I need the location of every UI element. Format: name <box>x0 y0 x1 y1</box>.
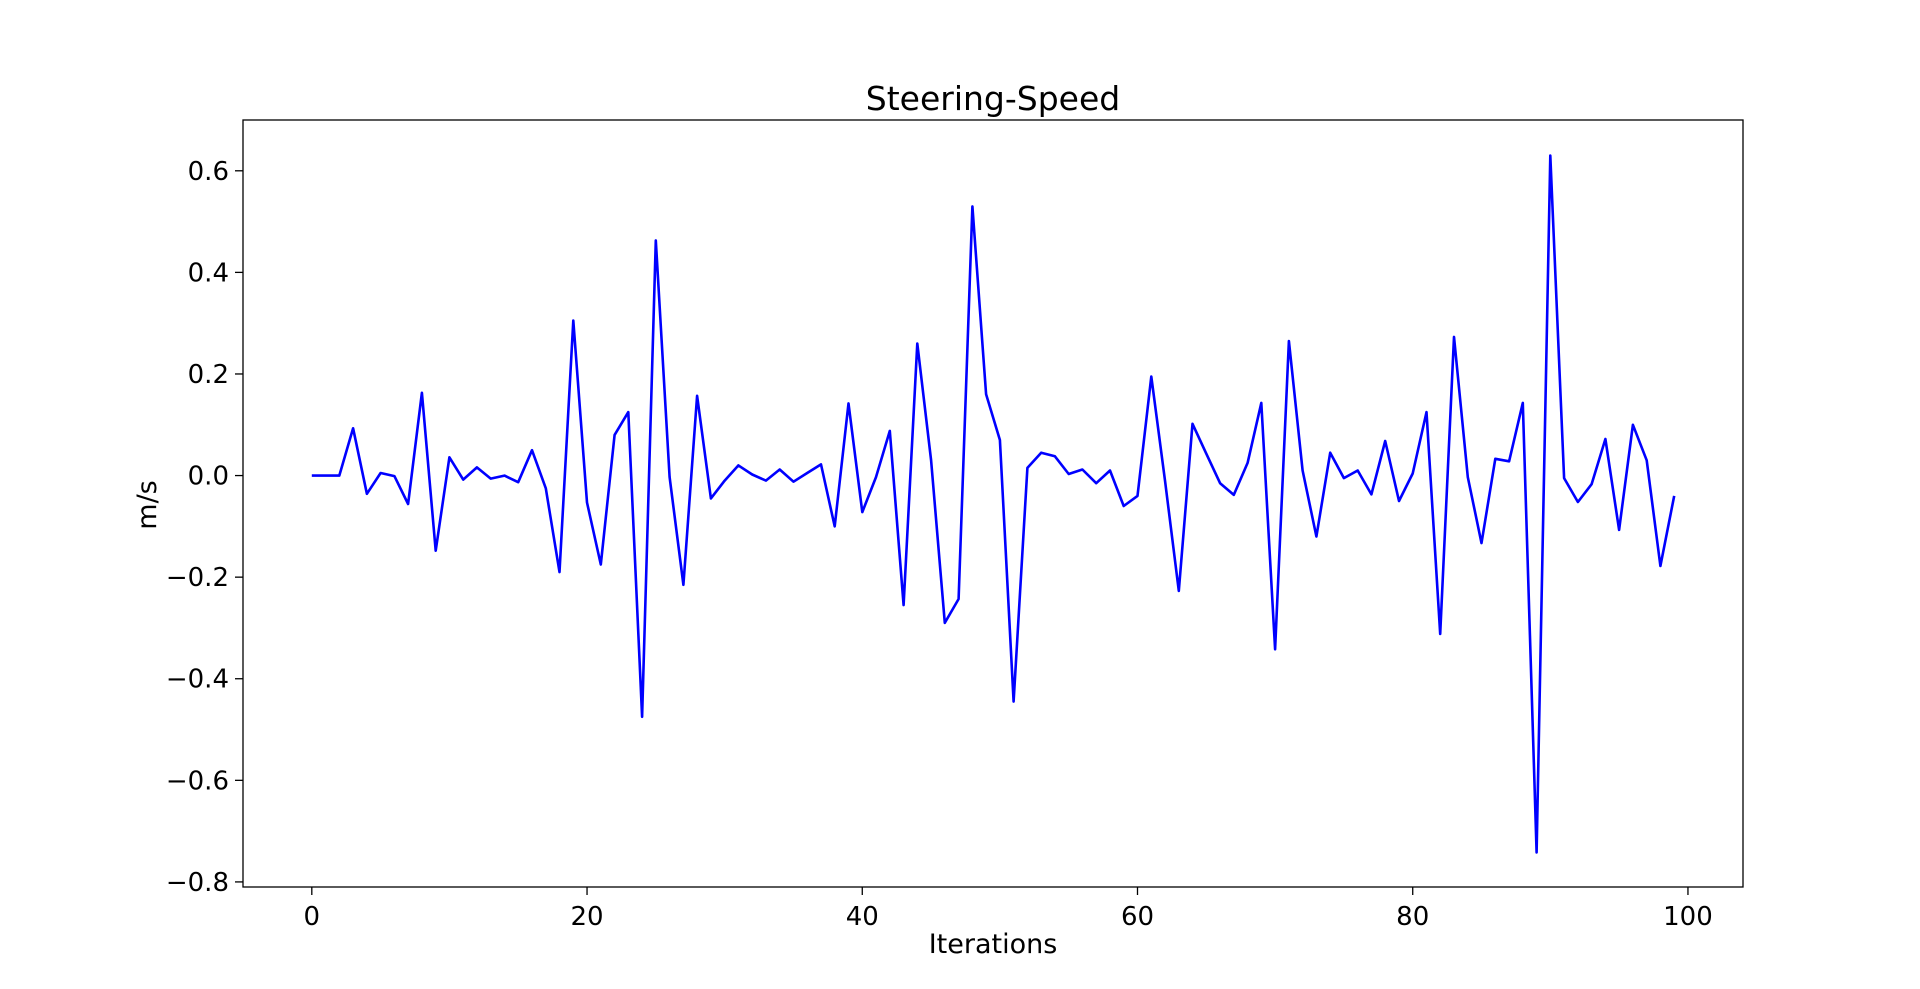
x-axis-label: Iterations <box>929 929 1058 960</box>
chart-title: Steering-Speed <box>866 79 1120 118</box>
y-tick-label: −0.2 <box>166 563 229 593</box>
x-tick-label: 40 <box>846 902 879 932</box>
y-tick-label: 0.4 <box>188 258 229 288</box>
x-tick-label: 0 <box>304 902 321 932</box>
y-tick-label: 0.2 <box>188 360 229 390</box>
series-line <box>311 154 1676 854</box>
x-tick-label: 60 <box>1121 902 1154 932</box>
y-tick-label: 0.6 <box>188 157 229 187</box>
plot-area-frame <box>242 119 1744 888</box>
x-axis: 0 20 40 60 80 100 <box>304 887 1713 932</box>
y-tick-label: 0.0 <box>188 462 229 492</box>
x-tick-label: 80 <box>1396 902 1429 932</box>
x-tick-label: 20 <box>570 902 603 932</box>
series-layer <box>311 154 1676 854</box>
y-axis-label: m/s <box>132 480 163 529</box>
y-tick-label: −0.4 <box>166 665 229 695</box>
y-axis: 0.6 0.4 0.2 0.0 −0.2 −0.4 −0.6 −0.8 <box>166 157 243 898</box>
y-tick-label: −0.6 <box>166 766 229 796</box>
x-tick-label: 100 <box>1663 902 1713 932</box>
y-tick-label: −0.8 <box>166 868 229 898</box>
